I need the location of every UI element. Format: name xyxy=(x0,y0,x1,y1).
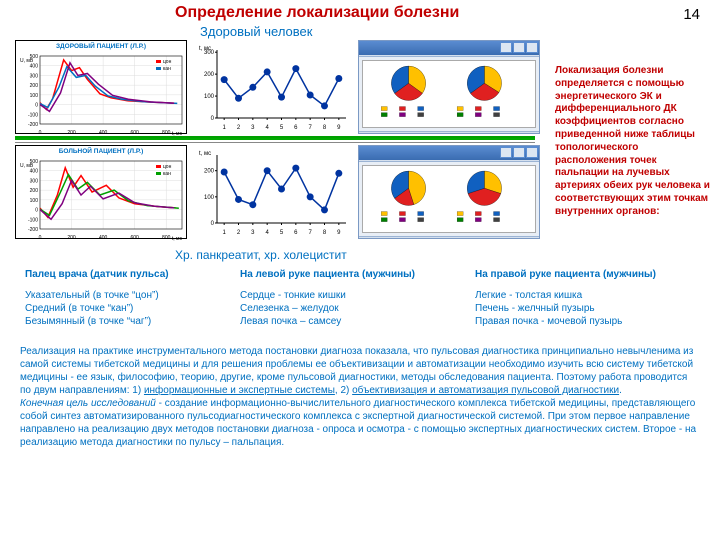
svg-text:цон: цон xyxy=(163,59,172,65)
col-h1: Палец врача (датчик пульса) xyxy=(25,268,240,281)
svg-text:1: 1 xyxy=(222,230,226,236)
svg-text:-200: -200 xyxy=(28,227,38,233)
row-healthy: ЗДОРОВЫЙ ПАЦИЕНТ (Л.Р.) -200 -100 0 100 200 3… xyxy=(15,40,540,134)
svg-text:5: 5 xyxy=(280,230,284,236)
svg-text:400: 400 xyxy=(30,169,39,175)
svg-text:200: 200 xyxy=(30,83,39,89)
page-title: Определение локализации болезни xyxy=(175,4,459,22)
minimize-icon[interactable] xyxy=(500,42,512,53)
svg-text:400: 400 xyxy=(99,235,108,241)
col-h2: На левой руке пациента (мужчины) xyxy=(240,268,475,281)
table-row: Безымянный (в точке “чаг”) Левая почка –… xyxy=(25,315,705,328)
table-row: Средний (в точке “кан”) Селезенка – желу… xyxy=(25,302,705,315)
svg-text:9: 9 xyxy=(337,125,341,131)
subtitle-healthy: Здоровый человек xyxy=(200,24,312,39)
svg-text:7: 7 xyxy=(308,230,312,236)
svg-text:0: 0 xyxy=(39,235,42,241)
svg-text:100: 100 xyxy=(30,93,39,99)
wave-chart-sick: БОЛЬНОЙ ПАЦИЕНТ (Л.Р.) -200 -100 0 100 200 30… xyxy=(15,145,187,239)
svg-text:100: 100 xyxy=(30,198,39,204)
svg-text:7: 7 xyxy=(308,125,312,131)
svg-text:800: 800 xyxy=(162,235,171,241)
svg-text:0: 0 xyxy=(35,103,38,109)
svg-text:2: 2 xyxy=(237,125,241,131)
close-icon[interactable] xyxy=(526,147,538,158)
svg-text:100: 100 xyxy=(204,94,215,100)
svg-text:9: 9 xyxy=(337,230,341,236)
wave-svg: -200-10001002003004005000200400600800U, … xyxy=(16,50,186,142)
svg-text:200: 200 xyxy=(30,188,39,194)
svg-text:8: 8 xyxy=(323,125,327,131)
row-sick: БОЛЬНОЙ ПАЦИЕНТ (Л.Р.) -200-100010020030… xyxy=(15,145,540,239)
svg-text:-100: -100 xyxy=(28,112,38,118)
table-header: Палец врача (датчик пульса) На левой рук… xyxy=(25,268,705,281)
minimize-icon[interactable] xyxy=(500,147,512,158)
subtitle-sick: Хр. панкреатит, хр. холецистит xyxy=(175,248,347,262)
svg-text:0: 0 xyxy=(211,116,215,122)
page-number: 14 xyxy=(683,6,700,23)
separator-line xyxy=(15,136,535,143)
svg-text:400: 400 xyxy=(30,64,39,70)
svg-text:4: 4 xyxy=(265,230,269,236)
svg-text:3: 3 xyxy=(251,125,255,131)
svg-text:3: 3 xyxy=(251,230,255,236)
svg-text:6: 6 xyxy=(294,230,298,236)
wave-chart-title: ЗДОРОВЫЙ ПАЦИЕНТ (Л.Р.) xyxy=(16,41,186,50)
slide-page: Определение локализации болезни 14 Здоро… xyxy=(0,0,720,540)
svg-text:100: 100 xyxy=(204,195,215,201)
wave-chart-healthy: ЗДОРОВЫЙ ПАЦИЕНТ (Л.Р.) -200 -100 0 100 200 3… xyxy=(15,40,187,134)
svg-text:200: 200 xyxy=(204,169,215,175)
svg-text:8: 8 xyxy=(323,230,327,236)
window-body xyxy=(359,160,539,238)
window-tabs xyxy=(359,55,539,57)
svg-text:кан: кан xyxy=(163,171,171,177)
svg-text:2: 2 xyxy=(237,230,241,236)
maximize-icon[interactable] xyxy=(513,147,525,158)
pie-content xyxy=(362,60,536,128)
table-row: Указательный (в точке “цон”) Сердце - то… xyxy=(25,289,705,302)
window-tabs xyxy=(359,160,539,162)
svg-text:кан: кан xyxy=(163,66,171,72)
svg-text:-100: -100 xyxy=(28,217,38,223)
dot-chart-sick: t, мс 0 100 200 1 2 3 4 5 6 7 8 9 xyxy=(195,145,350,237)
pie-window-healthy xyxy=(358,40,540,134)
svg-text:1: 1 xyxy=(222,125,226,131)
svg-text:-200: -200 xyxy=(28,122,38,128)
svg-text:t, мс: t, мс xyxy=(199,151,211,157)
close-icon[interactable] xyxy=(526,42,538,53)
svg-text:цон: цон xyxy=(163,164,172,170)
window-titlebar xyxy=(359,146,539,160)
goal-label: Конечная цель исследований xyxy=(20,398,156,409)
svg-text:5: 5 xyxy=(280,125,284,131)
pie-content xyxy=(362,165,536,233)
svg-text:300: 300 xyxy=(204,50,215,56)
svg-text:U, мВ: U, мВ xyxy=(20,163,34,169)
svg-text:200: 200 xyxy=(204,72,215,78)
svg-text:300: 300 xyxy=(30,73,39,79)
pie-window-sick xyxy=(358,145,540,239)
svg-text:200: 200 xyxy=(67,235,76,241)
window-titlebar xyxy=(359,41,539,55)
wave-chart-title: БОЛЬНОЙ ПАЦИЕНТ (Л.Р.) xyxy=(16,146,186,155)
svg-text:300: 300 xyxy=(30,178,39,184)
svg-text:600: 600 xyxy=(130,235,139,241)
side-description: Локализация болезни определяется с помощ… xyxy=(555,65,710,219)
window-statusbar xyxy=(359,236,539,238)
svg-text:0: 0 xyxy=(35,208,38,214)
svg-text:6: 6 xyxy=(294,125,298,131)
window-body xyxy=(359,55,539,133)
svg-text:t, мс: t, мс xyxy=(172,236,183,242)
dot-chart-healthy: t, мс0100200300123456789 xyxy=(195,40,350,132)
col-h3: На правой руке пациента (мужчины) xyxy=(475,268,705,281)
svg-text:0: 0 xyxy=(211,221,215,227)
maximize-icon[interactable] xyxy=(513,42,525,53)
window-statusbar xyxy=(359,131,539,133)
svg-text:U, мВ: U, мВ xyxy=(20,58,34,64)
main-paragraph: Реализация на практике инструментального… xyxy=(20,345,700,449)
svg-text:4: 4 xyxy=(265,125,269,131)
palpation-table: Палец врача (датчик пульса) На левой рук… xyxy=(25,268,705,328)
